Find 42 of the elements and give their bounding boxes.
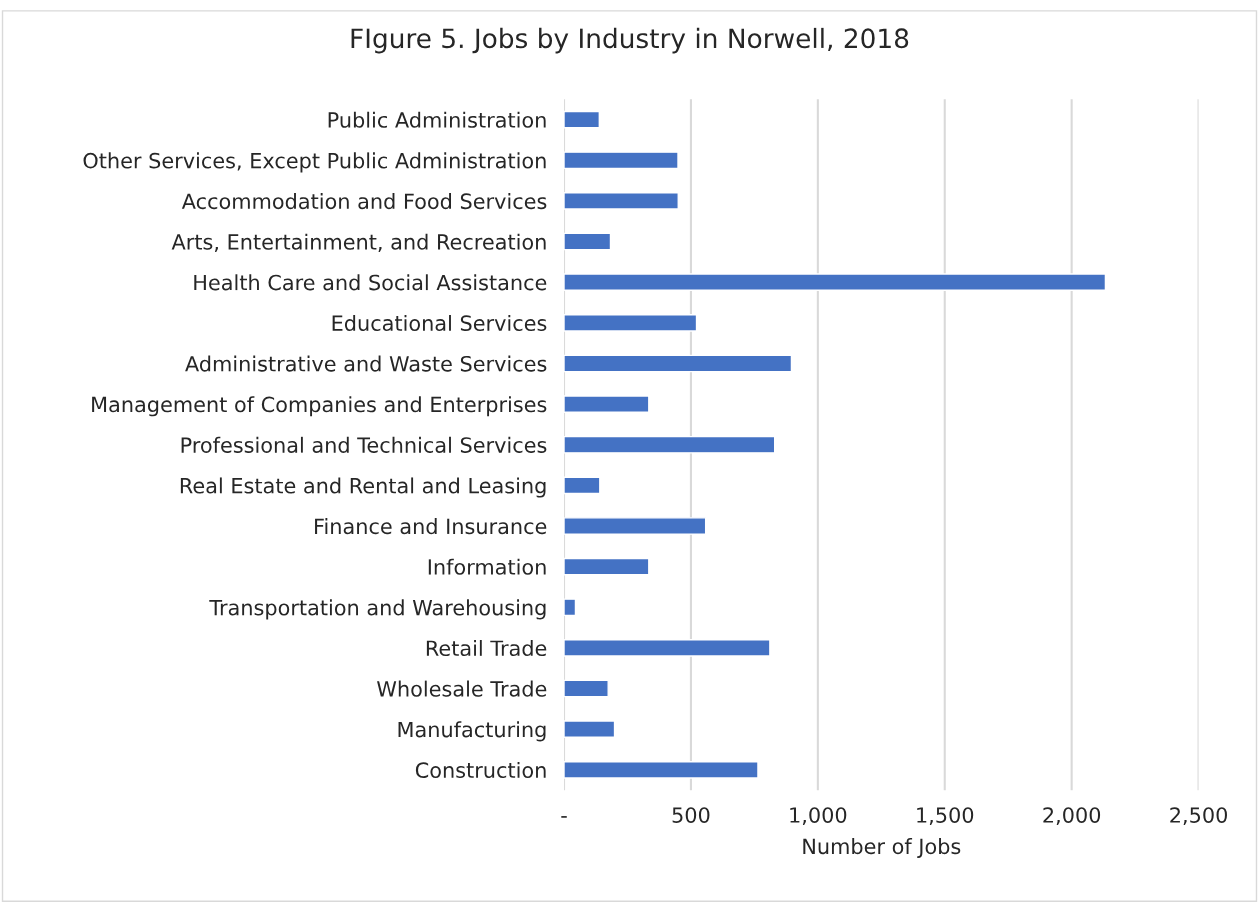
bar bbox=[564, 517, 707, 535]
bar bbox=[564, 760, 759, 779]
y-tick-label: Transportation and Warehousing bbox=[209, 599, 546, 620]
x-tick-label: - bbox=[561, 816, 567, 818]
x-tick-label: 2,000 bbox=[1043, 807, 1101, 826]
bar bbox=[564, 395, 650, 413]
x-tick-label: 2,500 bbox=[1170, 807, 1228, 826]
bar bbox=[564, 232, 612, 251]
x-tick-label: 1,000 bbox=[790, 807, 847, 826]
y-tick-label: Wholesale Trade bbox=[377, 680, 547, 697]
x-axis-title: Number of Jobs bbox=[803, 838, 961, 859]
bar bbox=[564, 557, 650, 576]
bar bbox=[564, 151, 679, 170]
y-tick-label: Construction bbox=[415, 761, 546, 779]
y-tick-label: Real Estate and Rental and Leasing bbox=[180, 477, 546, 498]
y-tick-label: Information bbox=[428, 558, 546, 575]
y-tick-label: Arts, Entertainment, and Recreation bbox=[171, 233, 546, 252]
y-tick-label: Finance and Insurance bbox=[315, 518, 547, 535]
y-tick-label: Other Services, Except Public Administration bbox=[83, 152, 546, 173]
bar bbox=[564, 273, 1107, 292]
y-tick-label: Manufacturing bbox=[398, 721, 546, 742]
y-tick-label: Management of Companies and Enterprises bbox=[92, 396, 547, 417]
y-tick-label: Accommodation and Food Services bbox=[181, 193, 547, 210]
bar bbox=[564, 639, 771, 657]
bar bbox=[564, 354, 793, 373]
bar bbox=[564, 476, 601, 495]
chart-title: FIgure 5. Jobs by Industry in Norwell, 2018 bbox=[351, 27, 909, 54]
y-tick-label: Educational Services bbox=[332, 314, 547, 332]
x-tick-label: 1,500 bbox=[917, 807, 974, 826]
bar bbox=[564, 110, 601, 129]
bar bbox=[564, 720, 616, 738]
y-tick-label: Health Care and Social Assistance bbox=[194, 274, 547, 291]
bar bbox=[564, 192, 679, 210]
y-tick-label: Public Administration bbox=[328, 111, 546, 128]
x-tick-label: 500 bbox=[672, 807, 710, 823]
bar bbox=[564, 435, 776, 454]
bar bbox=[564, 598, 577, 617]
y-tick-label: Professional and Technical Services bbox=[181, 436, 547, 453]
bar bbox=[564, 679, 609, 698]
y-tick-label: Administrative and Waste Services bbox=[185, 355, 547, 372]
bar bbox=[564, 314, 698, 332]
y-tick-label: Retail Trade bbox=[426, 639, 547, 657]
